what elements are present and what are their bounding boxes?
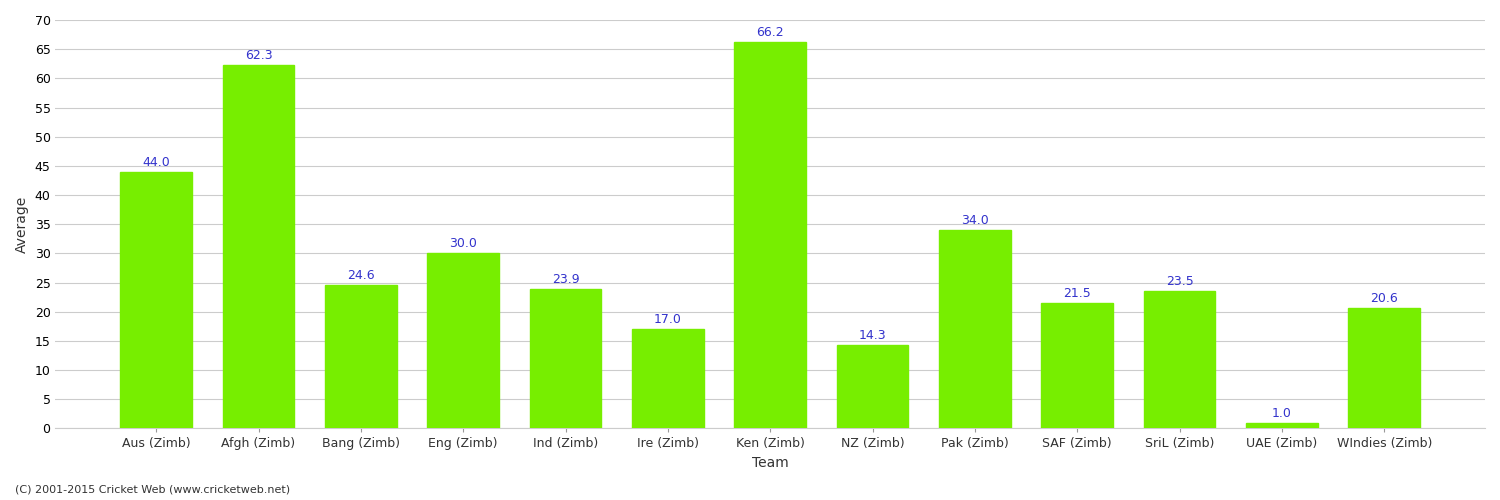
Bar [837, 345, 909, 428]
Bar [1143, 292, 1215, 428]
Text: 34.0: 34.0 [962, 214, 988, 227]
Bar [939, 230, 1011, 428]
Text: 23.5: 23.5 [1166, 276, 1194, 288]
Text: (C) 2001-2015 Cricket Web (www.cricketweb.net): (C) 2001-2015 Cricket Web (www.cricketwe… [15, 485, 290, 495]
Text: 23.9: 23.9 [552, 273, 579, 286]
Text: 66.2: 66.2 [756, 26, 784, 40]
X-axis label: Team: Team [752, 456, 789, 470]
Text: 24.6: 24.6 [346, 269, 375, 282]
Text: 62.3: 62.3 [244, 49, 273, 62]
Bar [1246, 422, 1317, 428]
Bar [530, 289, 602, 428]
Bar [1041, 303, 1113, 428]
Bar [120, 172, 192, 428]
Bar [326, 285, 396, 428]
Text: 44.0: 44.0 [142, 156, 170, 169]
Bar [735, 42, 806, 428]
Bar [632, 329, 704, 428]
Text: 1.0: 1.0 [1272, 406, 1292, 420]
Text: 14.3: 14.3 [858, 329, 886, 342]
Bar [222, 65, 294, 428]
Y-axis label: Average: Average [15, 196, 28, 253]
Bar [1348, 308, 1420, 428]
Bar [427, 254, 500, 428]
Text: 21.5: 21.5 [1064, 287, 1090, 300]
Text: 20.6: 20.6 [1371, 292, 1398, 306]
Text: 30.0: 30.0 [450, 238, 477, 250]
Text: 17.0: 17.0 [654, 314, 682, 326]
